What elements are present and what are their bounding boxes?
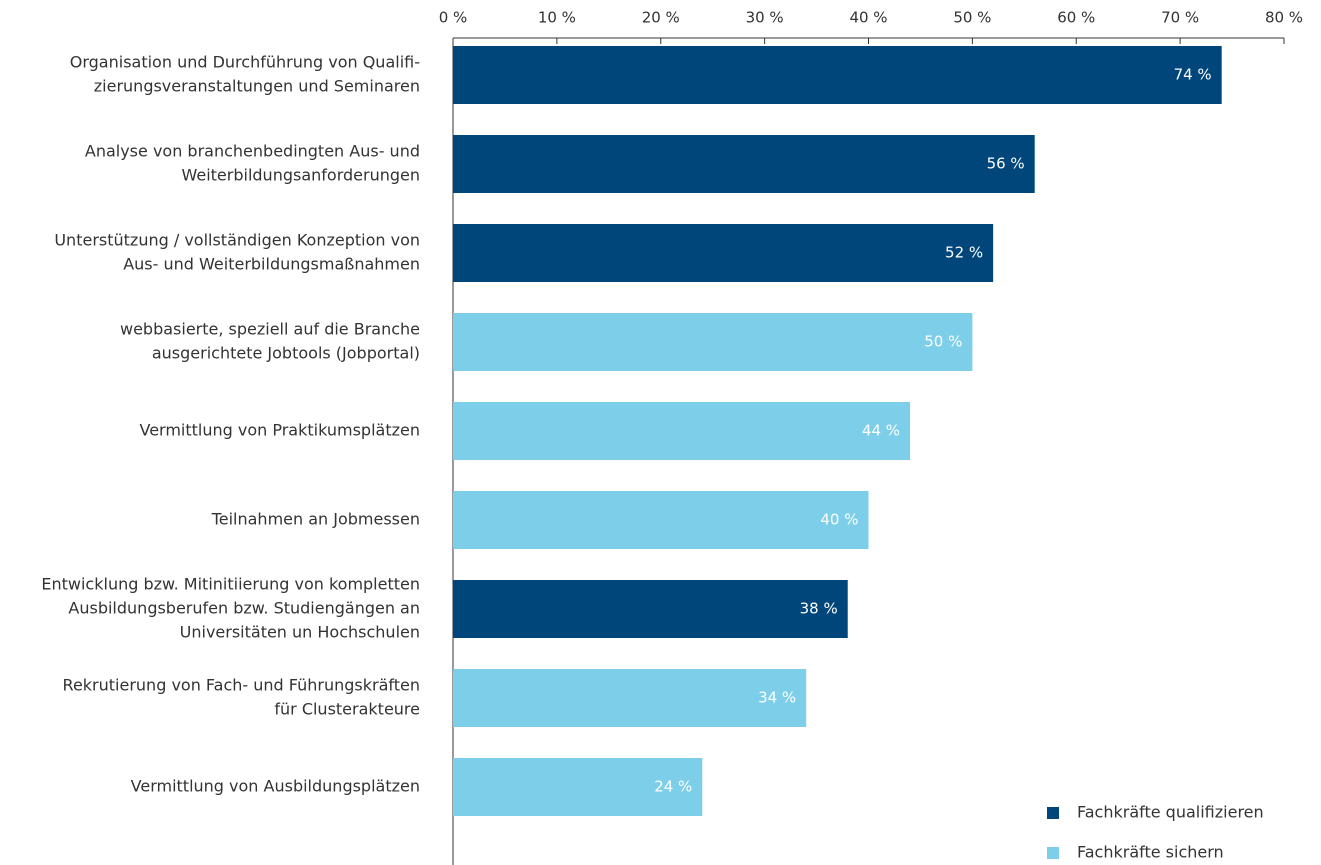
- value-label: 56 %: [987, 155, 1025, 173]
- value-label: 50 %: [924, 333, 962, 351]
- category-label: Vermittlung von Praktikumsplätzen: [139, 421, 420, 440]
- bar: [453, 313, 973, 371]
- x-tick-label: 30 %: [746, 9, 784, 27]
- x-tick-label: 80 %: [1265, 9, 1303, 27]
- x-tick-label: 50 %: [953, 9, 991, 27]
- bar: [453, 135, 1035, 193]
- x-tick-label: 0 %: [439, 9, 468, 27]
- bar: [453, 580, 848, 638]
- bar: [453, 46, 1222, 104]
- bar: [453, 491, 869, 549]
- category-label: ausgerichtete Jobtools (Jobportal): [152, 344, 420, 363]
- category-label: Ausbildungsberufen bzw. Studiengängen an: [68, 599, 420, 618]
- legend-label: Fachkräfte sichern: [1077, 843, 1224, 862]
- bar: [453, 758, 703, 816]
- x-tick-label: 60 %: [1057, 9, 1095, 27]
- value-label: 74 %: [1174, 66, 1212, 84]
- bar: [453, 224, 994, 282]
- category-label: Universitäten un Hochschulen: [180, 623, 420, 642]
- value-label: 24 %: [654, 778, 692, 796]
- x-tick-label: 40 %: [849, 9, 887, 27]
- category-label: Unterstützung / vollständigen Konzeption…: [54, 231, 420, 250]
- value-label: 52 %: [945, 244, 983, 262]
- category-label: Rekrutierung von Fach- und Führungskräft…: [63, 676, 420, 695]
- category-label: webbasierte, speziell auf die Branche: [120, 320, 420, 339]
- category-label: zierungsveranstaltungen und Seminaren: [94, 77, 420, 96]
- bar: [453, 669, 807, 727]
- value-label: 38 %: [800, 600, 838, 618]
- category-label: für Clusterakteure: [274, 700, 420, 719]
- value-label: 44 %: [862, 422, 900, 440]
- legend-swatch: [1047, 807, 1059, 819]
- legend-label: Fachkräfte qualifizieren: [1077, 803, 1264, 822]
- x-tick-label: 10 %: [538, 9, 576, 27]
- x-tick-label: 70 %: [1161, 9, 1199, 27]
- value-label: 40 %: [820, 511, 858, 529]
- value-label: 34 %: [758, 689, 796, 707]
- category-label: Organisation und Durchführung von Qualif…: [70, 53, 420, 72]
- x-tick-label: 20 %: [642, 9, 680, 27]
- category-label: Entwicklung bzw. Mitinitiierung von komp…: [41, 575, 420, 594]
- bar: [453, 402, 911, 460]
- category-label: Aus- und Weiterbildungsmaßnahmen: [123, 255, 420, 274]
- category-label: Weiterbildungsanforderungen: [181, 166, 420, 185]
- category-label: Analyse von branchenbedingten Aus- und: [85, 142, 420, 161]
- legend-swatch: [1047, 847, 1059, 859]
- category-label: Vermittlung von Ausbildungsplätzen: [131, 777, 420, 796]
- category-label: Teilnahmen an Jobmessen: [211, 510, 420, 529]
